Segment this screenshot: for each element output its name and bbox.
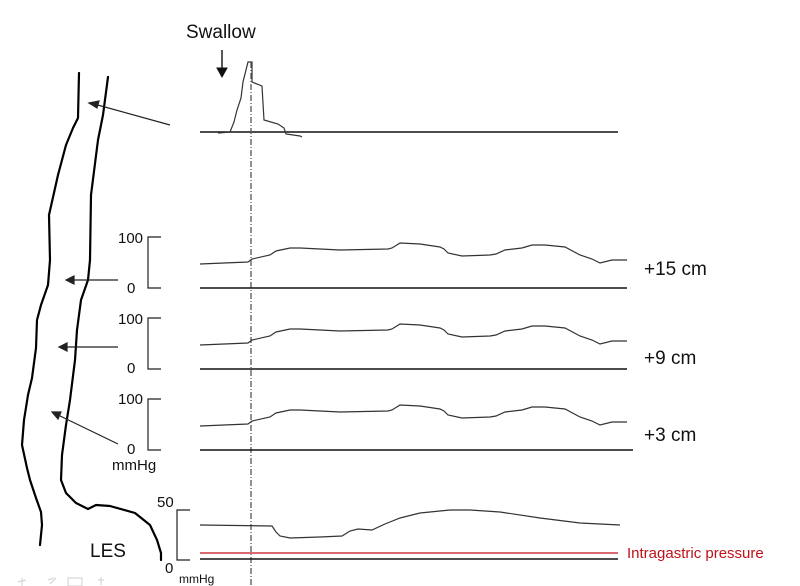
swallow-trace — [217, 61, 303, 138]
les-pressure-trace — [199, 509, 621, 539]
channel-plus15 — [199, 242, 627, 289]
arrowhead-icon — [87, 100, 100, 109]
les-scale-bottom: 0 — [165, 560, 174, 577]
channel-label-plus9: +9 cm — [644, 348, 697, 369]
swallow-label: Swallow — [186, 22, 256, 43]
scale-brackets — [147, 236, 190, 561]
scale-top-plus9: 100 — [118, 311, 144, 328]
channel-label-plus15: +15 cm — [644, 259, 707, 280]
pressure-trace — [199, 404, 627, 427]
arrowhead-icon — [64, 275, 75, 285]
les-label: LES — [90, 541, 126, 562]
channel-plus9 — [199, 323, 627, 370]
scale-bottom-plus3: 0 — [127, 441, 136, 458]
sensor-arrows — [50, 100, 171, 445]
scale-bottom-plus9: 0 — [127, 360, 136, 377]
les-unit-label: mmHg — [179, 572, 215, 586]
channel-les — [199, 509, 621, 560]
scale-bottom-plus15: 0 — [127, 280, 136, 297]
channel-label-plus3: +3 cm — [644, 425, 697, 446]
esophagus-outline — [20, 71, 163, 562]
swallow-channel — [200, 61, 618, 138]
esophagus-left-wall — [20, 71, 81, 547]
arrow-down-icon — [216, 67, 228, 79]
arrowhead-icon — [57, 342, 68, 352]
channel-plus3 — [199, 404, 633, 451]
scale-top-plus15: 100 — [118, 230, 144, 247]
watermark — [17, 577, 104, 586]
intragastric-pressure-label: Intragastric pressure — [627, 545, 764, 562]
pressure-trace — [199, 242, 627, 265]
les-scale-top: 50 — [157, 494, 174, 511]
pressure-trace — [199, 323, 627, 346]
arrowhead-icon — [50, 411, 62, 421]
unit-label-mmhg: mmHg — [112, 457, 157, 474]
swallow-arrow — [216, 50, 228, 79]
esophagus-right-wall — [59, 75, 163, 562]
scale-top-plus3: 100 — [118, 391, 144, 408]
